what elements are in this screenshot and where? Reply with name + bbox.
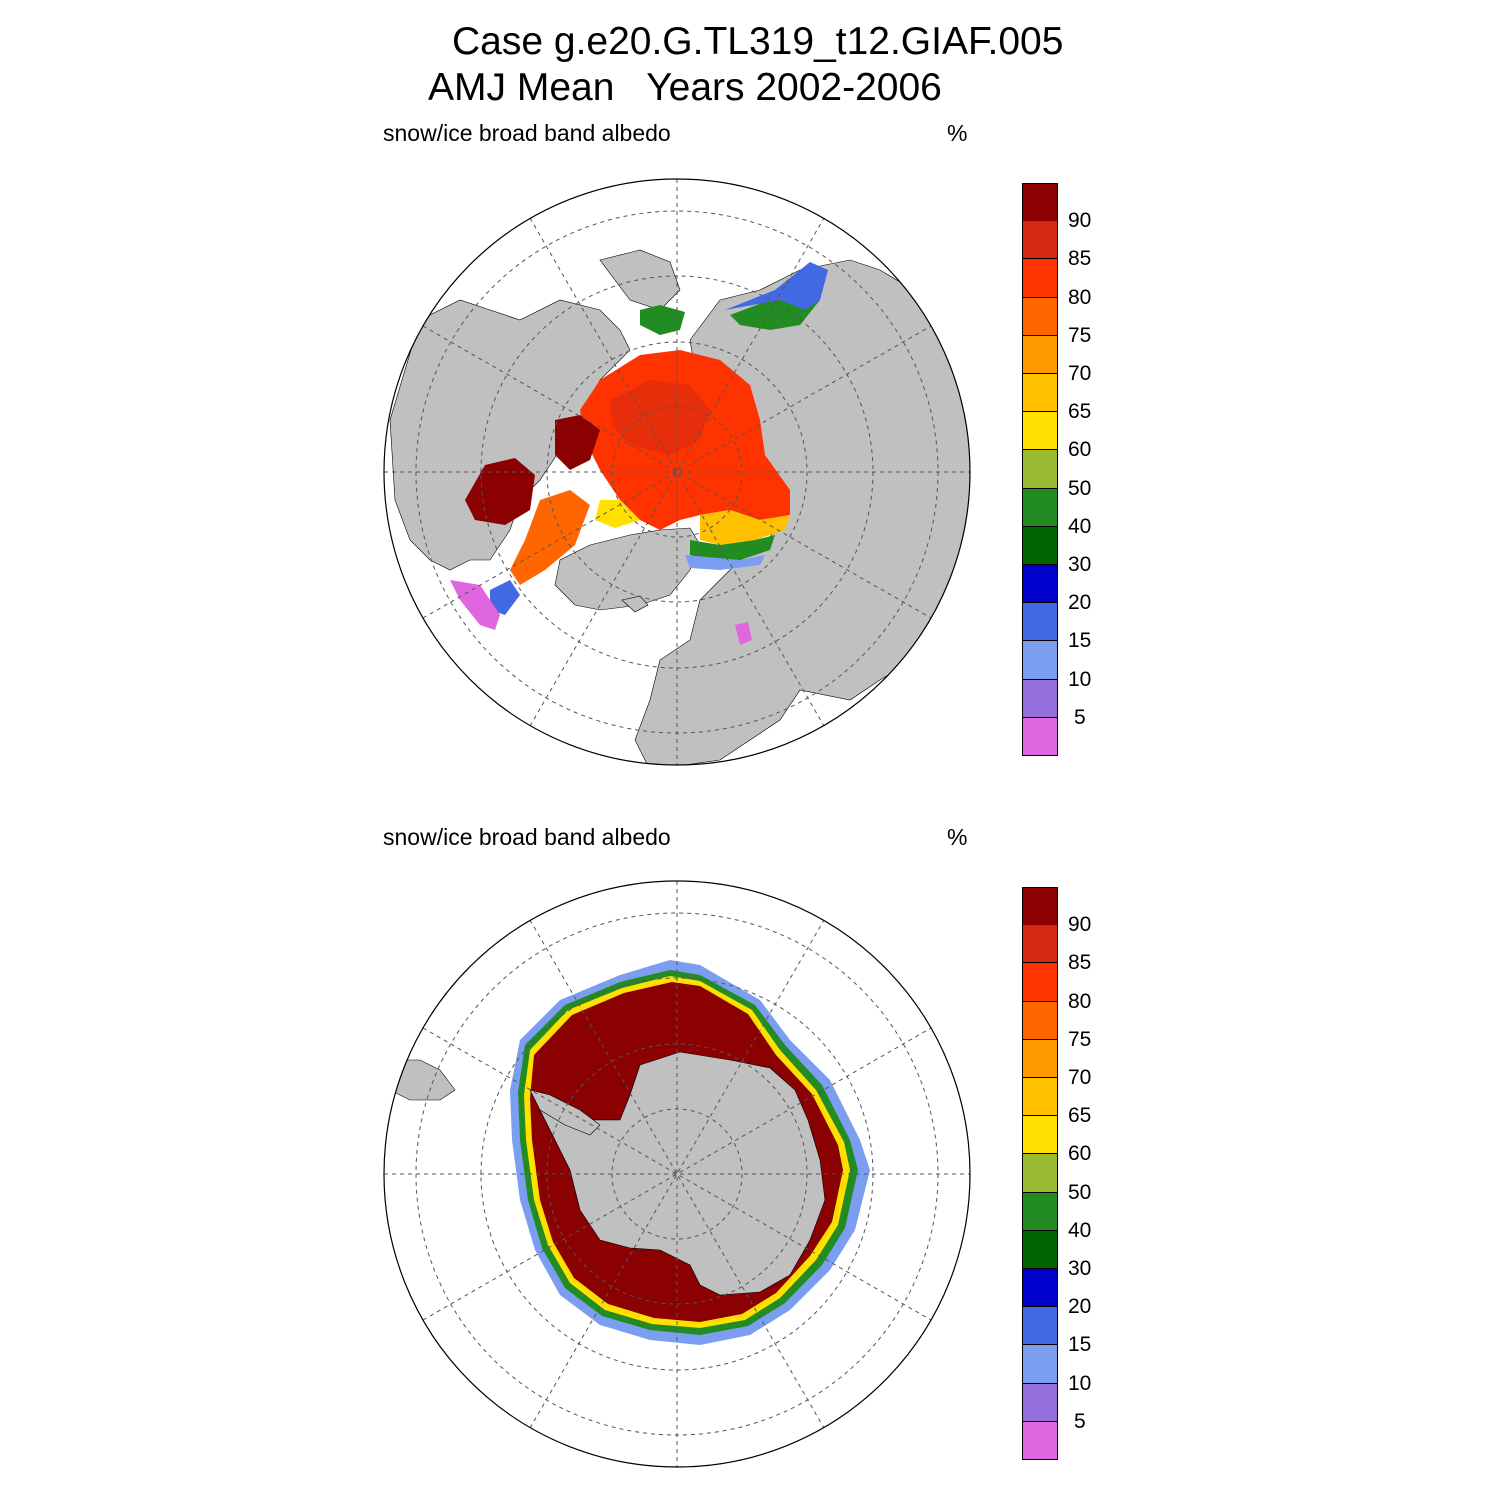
north-ice-yellow-band bbox=[595, 500, 640, 528]
north-colorbar-swatch bbox=[1022, 183, 1058, 223]
north-colorbar-tick-label: 50 bbox=[1068, 476, 1092, 500]
south-panel-label: snow/ice broad band albedo bbox=[383, 824, 671, 850]
south-map-border bbox=[383, 880, 971, 1468]
north-ice-baltic bbox=[735, 622, 752, 645]
north-colorbar-tick-label: 70 bbox=[1068, 362, 1092, 385]
north-ice-okhotsk-edge bbox=[725, 262, 828, 310]
south-colorbar-tick-label: 10 bbox=[1068, 1371, 1092, 1395]
north-map-border bbox=[383, 178, 971, 766]
north-colorbar-swatch bbox=[1022, 221, 1058, 260]
north-colorbar-tick-label: 20 bbox=[1068, 591, 1092, 615]
north-colorbar-swatch bbox=[1022, 488, 1058, 527]
south-colorbar-tick-label: 90 bbox=[1068, 913, 1092, 937]
north-graticule bbox=[384, 179, 970, 765]
south-polar-map bbox=[383, 880, 971, 1468]
north-colorbar-swatch bbox=[1022, 603, 1058, 642]
north-panel-label: snow/ice broad band albedo bbox=[383, 120, 671, 146]
north-colorbar-tick-label: 85 bbox=[1068, 247, 1092, 271]
south-colorbar-tick-label: 15 bbox=[1068, 1333, 1092, 1357]
north-colorbar-tick-label: 30 bbox=[1068, 553, 1092, 576]
south-colorbar-swatch bbox=[1022, 963, 1058, 1002]
north-colorbar-tick-label: 60 bbox=[1068, 438, 1092, 462]
north-alaska-land bbox=[599, 249, 681, 311]
south-colorbar-swatch bbox=[1022, 887, 1058, 927]
north-colorbar-swatch bbox=[1022, 450, 1058, 489]
south-colorbar-swatch bbox=[1022, 1421, 1058, 1460]
south-colorbar-tick-label: 50 bbox=[1068, 1180, 1092, 1204]
south-colorbar-swatch bbox=[1022, 1192, 1058, 1231]
north-colorbar-tick-label: 65 bbox=[1068, 400, 1092, 424]
south-colorbar-tick-label: 60 bbox=[1068, 1142, 1092, 1166]
north-colorbar-swatch bbox=[1022, 526, 1058, 565]
south-colorbar-tick-label: 65 bbox=[1068, 1104, 1092, 1128]
south-colorbar-tick-label: 5 bbox=[1074, 1409, 1086, 1433]
north-ice-margin-east bbox=[685, 555, 765, 570]
south-colorbar bbox=[1022, 887, 1058, 1460]
south-colorbar-tick-label: 20 bbox=[1068, 1295, 1092, 1319]
south-colorbar-tick-label: 40 bbox=[1068, 1218, 1092, 1242]
south-colorbar-tick-label: 70 bbox=[1068, 1066, 1092, 1089]
title-line-1: Case g.e20.G.TL319_t12.GIAF.005 bbox=[452, 20, 1064, 63]
north-colorbar-swatch bbox=[1022, 565, 1058, 604]
south-colorbar-swatch bbox=[1022, 1154, 1058, 1193]
north-ice-hudson bbox=[465, 458, 535, 525]
north-ice-archipelago bbox=[555, 415, 600, 470]
north-colorbar-swatch bbox=[1022, 374, 1058, 413]
south-colorbar-swatch bbox=[1022, 1001, 1058, 1040]
north-colorbar bbox=[1022, 183, 1058, 756]
north-colorbar-swatch bbox=[1022, 641, 1058, 680]
south-colorbar-tick-label: 85 bbox=[1068, 951, 1092, 975]
south-colorbar-swatch bbox=[1022, 925, 1058, 964]
north-colorbar-swatch bbox=[1022, 412, 1058, 451]
north-colorbar-tick-label: 40 bbox=[1068, 514, 1092, 538]
north-iceland-land bbox=[621, 595, 649, 613]
south-colorbar-tick-label: 80 bbox=[1068, 989, 1092, 1013]
north-ice-baffin bbox=[510, 490, 590, 585]
north-colorbar-tick-label: 5 bbox=[1074, 705, 1086, 729]
north-polar-map bbox=[383, 178, 971, 766]
south-colorbar-swatch bbox=[1022, 1116, 1058, 1155]
south-colorbar-swatch bbox=[1022, 1078, 1058, 1117]
north-colorbar-swatch bbox=[1022, 297, 1058, 336]
north-ice-labrador-fringe bbox=[450, 580, 500, 630]
south-colorbar-swatch bbox=[1022, 1269, 1058, 1308]
north-ice-bering bbox=[640, 305, 685, 335]
north-colorbar-tick-label: 10 bbox=[1068, 667, 1092, 691]
title-line-2: AMJ Mean Years 2002-2006 bbox=[428, 66, 942, 109]
south-colorbar-tick-label: 75 bbox=[1068, 1027, 1092, 1051]
north-ice-edge-east2 bbox=[690, 535, 775, 560]
north-colorbar-swatch bbox=[1022, 335, 1058, 374]
south-colorbar-swatch bbox=[1022, 1230, 1058, 1269]
south-peninsula-land bbox=[529, 1089, 601, 1136]
north-colorbar-tick-label: 15 bbox=[1068, 629, 1092, 653]
south-colorbar-swatch bbox=[1022, 1039, 1058, 1078]
north-colorbar-tick-label: 90 bbox=[1068, 209, 1092, 233]
south-colorbar-swatch bbox=[1022, 1383, 1058, 1422]
north-colorbar-tick-label: 75 bbox=[1068, 323, 1092, 347]
north-colorbar-swatch bbox=[1022, 679, 1058, 718]
south-units-label: % bbox=[947, 824, 968, 850]
north-colorbar-swatch bbox=[1022, 259, 1058, 298]
north-colorbar-swatch bbox=[1022, 717, 1058, 756]
north-units-label: % bbox=[947, 120, 968, 146]
north-colorbar-tick-label: 80 bbox=[1068, 285, 1092, 309]
north-ice-labrador bbox=[490, 580, 520, 615]
south-graticule bbox=[384, 881, 970, 1467]
south-colorbar-swatch bbox=[1022, 1345, 1058, 1384]
south-colorbar-tick-label: 30 bbox=[1068, 1257, 1092, 1280]
south-colorbar-swatch bbox=[1022, 1307, 1058, 1346]
